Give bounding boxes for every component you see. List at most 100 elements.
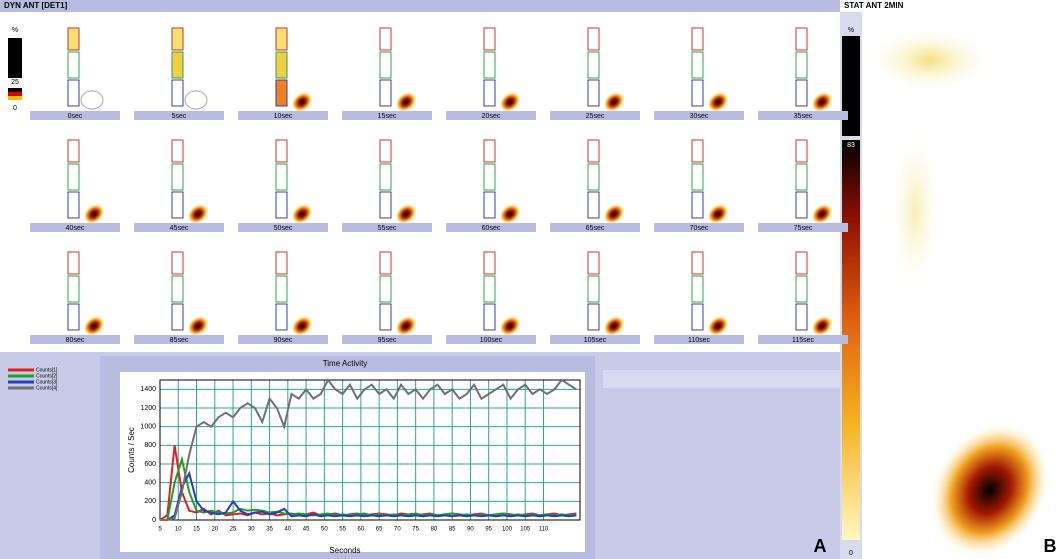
right-colorbar-black [842,36,860,136]
frame-label: 30sec [690,113,709,120]
roi-box [380,304,391,330]
frame-label: 50sec [274,225,293,232]
roi-box [588,276,599,302]
roi-box [692,80,703,106]
roi-box [692,28,703,50]
screen: DYN ANT [DET1] STAT ANT 2MIN %250%8300se… [0,0,1062,559]
roi-box [68,304,79,330]
roi-box [692,304,703,330]
x-tick-label: 40 [284,527,291,533]
roi-box [484,192,495,218]
roi-box [172,164,183,190]
colorbar-label: 25 [11,79,19,86]
frame-label: 110sec [688,337,711,344]
left-colorbar [8,88,22,92]
frame-label: 95sec [378,337,397,344]
y-axis-label: Counts / Sec [127,427,136,473]
frame-label: 45sec [170,225,189,232]
left-colorbar [8,92,22,96]
y-tick-label: 1000 [140,424,156,431]
roi-box [276,276,287,302]
roi-box [588,304,599,330]
roi-box [276,28,287,50]
roi-box [588,52,599,78]
colorbar-label: 0 [849,550,853,557]
roi-box [796,192,807,218]
roi-box [588,140,599,162]
roi-box [68,276,79,302]
roi-box [796,276,807,302]
roi-box [692,52,703,78]
x-tick-label: 50 [321,527,328,533]
y-tick-label: 1200 [140,405,156,412]
roi-box [484,80,495,106]
x-tick-label: 25 [230,527,237,533]
info-bar [603,370,840,388]
roi-box [380,164,391,190]
roi-box [484,252,495,274]
frame-label: 90sec [274,337,293,344]
roi-box [380,140,391,162]
roi-box [588,192,599,218]
frame-label: 65sec [586,225,605,232]
colorbar-label: % [12,27,18,34]
frame-label: 70sec [690,225,709,232]
roi-box [796,304,807,330]
frame-label: 10sec [274,113,293,120]
header-bar [0,0,840,12]
ui: DYN ANT [DET1] STAT ANT 2MIN %250%8300se… [0,0,1062,559]
y-tick-label: 0 [152,517,156,524]
x-tick-label: 20 [211,527,218,533]
roi-box [172,80,183,106]
frame-label: 60sec [482,225,501,232]
roi-box [276,80,287,106]
x-tick-label: 65 [376,527,383,533]
frame-label: 20sec [482,113,501,120]
x-tick-label: 90 [467,527,474,533]
hotspot [870,30,990,90]
x-tick-label: 30 [248,527,255,533]
roi-box [276,164,287,190]
frame-label: 5sec [172,113,187,120]
right-title: STAT ANT 2MIN [844,1,904,10]
frame-label: 55sec [378,225,397,232]
roi-box [796,52,807,78]
roi-box [68,28,79,50]
roi-circle [185,91,207,109]
frame-label: 35sec [794,113,813,120]
colorbar-label: 83 [847,142,855,149]
roi-box [588,164,599,190]
roi-box [380,192,391,218]
frame-label: 115sec [792,337,815,344]
roi-box [172,52,183,78]
x-tick-label: 100 [502,527,513,533]
roi-box [796,140,807,162]
roi-box [68,80,79,106]
legend-label: Counts[4] [36,385,58,391]
hotspot [890,130,940,290]
frame-label: 25sec [586,113,605,120]
frame-label: 100sec [480,337,503,344]
y-tick-label: 1400 [140,386,156,393]
roi-box [276,192,287,218]
x-tick-label: 75 [412,527,419,533]
left-colorbar [8,96,22,100]
roi-box [692,276,703,302]
roi-box [68,52,79,78]
roi-box [796,80,807,106]
roi-box [692,140,703,162]
roi-box [380,80,391,106]
roi-box [380,28,391,50]
frame-label: 0sec [68,113,83,120]
roi-box [796,28,807,50]
roi-box [380,252,391,274]
colorbar-label: 0 [13,105,17,112]
roi-box [796,252,807,274]
roi-box [276,252,287,274]
x-tick-label: 70 [394,527,401,533]
roi-box [276,304,287,330]
roi-box [380,276,391,302]
roi-box [172,252,183,274]
roi-box [172,140,183,162]
roi-box [484,164,495,190]
